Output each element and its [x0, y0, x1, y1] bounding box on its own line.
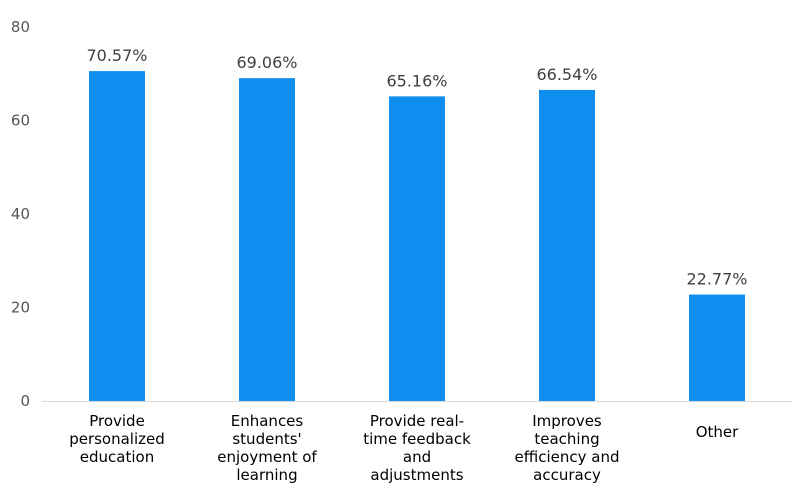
x-tick-label: personalized: [69, 430, 165, 448]
x-tick-label: Provide: [89, 412, 145, 430]
y-tick-label: 40: [11, 205, 30, 223]
x-tick-label: education: [80, 448, 154, 466]
bar: [89, 71, 145, 401]
y-tick-label: 60: [11, 112, 30, 130]
x-tick-label: and: [403, 448, 431, 466]
x-tick-label: students': [232, 430, 301, 448]
data-label: 65.16%: [386, 71, 447, 90]
x-tick-label: accuracy: [533, 466, 601, 484]
y-tick-label: 20: [11, 299, 30, 317]
y-axis-ticks: 0 20 40 60 80: [11, 18, 30, 410]
x-tick-label: efficiency and: [515, 448, 620, 466]
x-tick-label: time feedback: [363, 430, 471, 448]
x-tick-label: Improves: [532, 412, 602, 430]
bar: [389, 96, 445, 401]
y-tick-label: 80: [11, 18, 30, 36]
data-label: 22.77%: [686, 270, 747, 289]
x-tick-label: adjustments: [370, 466, 463, 484]
y-tick-label: 0: [20, 392, 30, 410]
x-tick-label: Enhances: [231, 412, 304, 430]
data-label: 69.06%: [236, 53, 297, 72]
data-label: 66.54%: [536, 65, 597, 84]
data-labels: 70.57% 69.06% 65.16% 66.54% 22.77%: [86, 46, 747, 288]
bar: [689, 294, 745, 401]
data-label: 70.57%: [86, 46, 147, 65]
bars: [89, 71, 745, 401]
bar: [239, 78, 295, 401]
x-tick-label: enjoyment of: [217, 448, 317, 466]
x-tick-label: learning: [236, 466, 297, 484]
x-tick-label: Other: [696, 423, 739, 441]
bar: [539, 89, 595, 401]
x-tick-label: teaching: [534, 430, 599, 448]
x-tick-label: Provide real-: [370, 412, 464, 430]
